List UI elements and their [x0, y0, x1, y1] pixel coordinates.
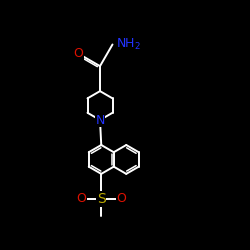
Text: O: O: [74, 47, 83, 60]
Text: NH$_2$: NH$_2$: [116, 37, 140, 52]
Text: S: S: [97, 192, 106, 206]
Text: N: N: [95, 114, 105, 126]
Text: O: O: [76, 192, 86, 205]
Text: O: O: [116, 192, 126, 205]
